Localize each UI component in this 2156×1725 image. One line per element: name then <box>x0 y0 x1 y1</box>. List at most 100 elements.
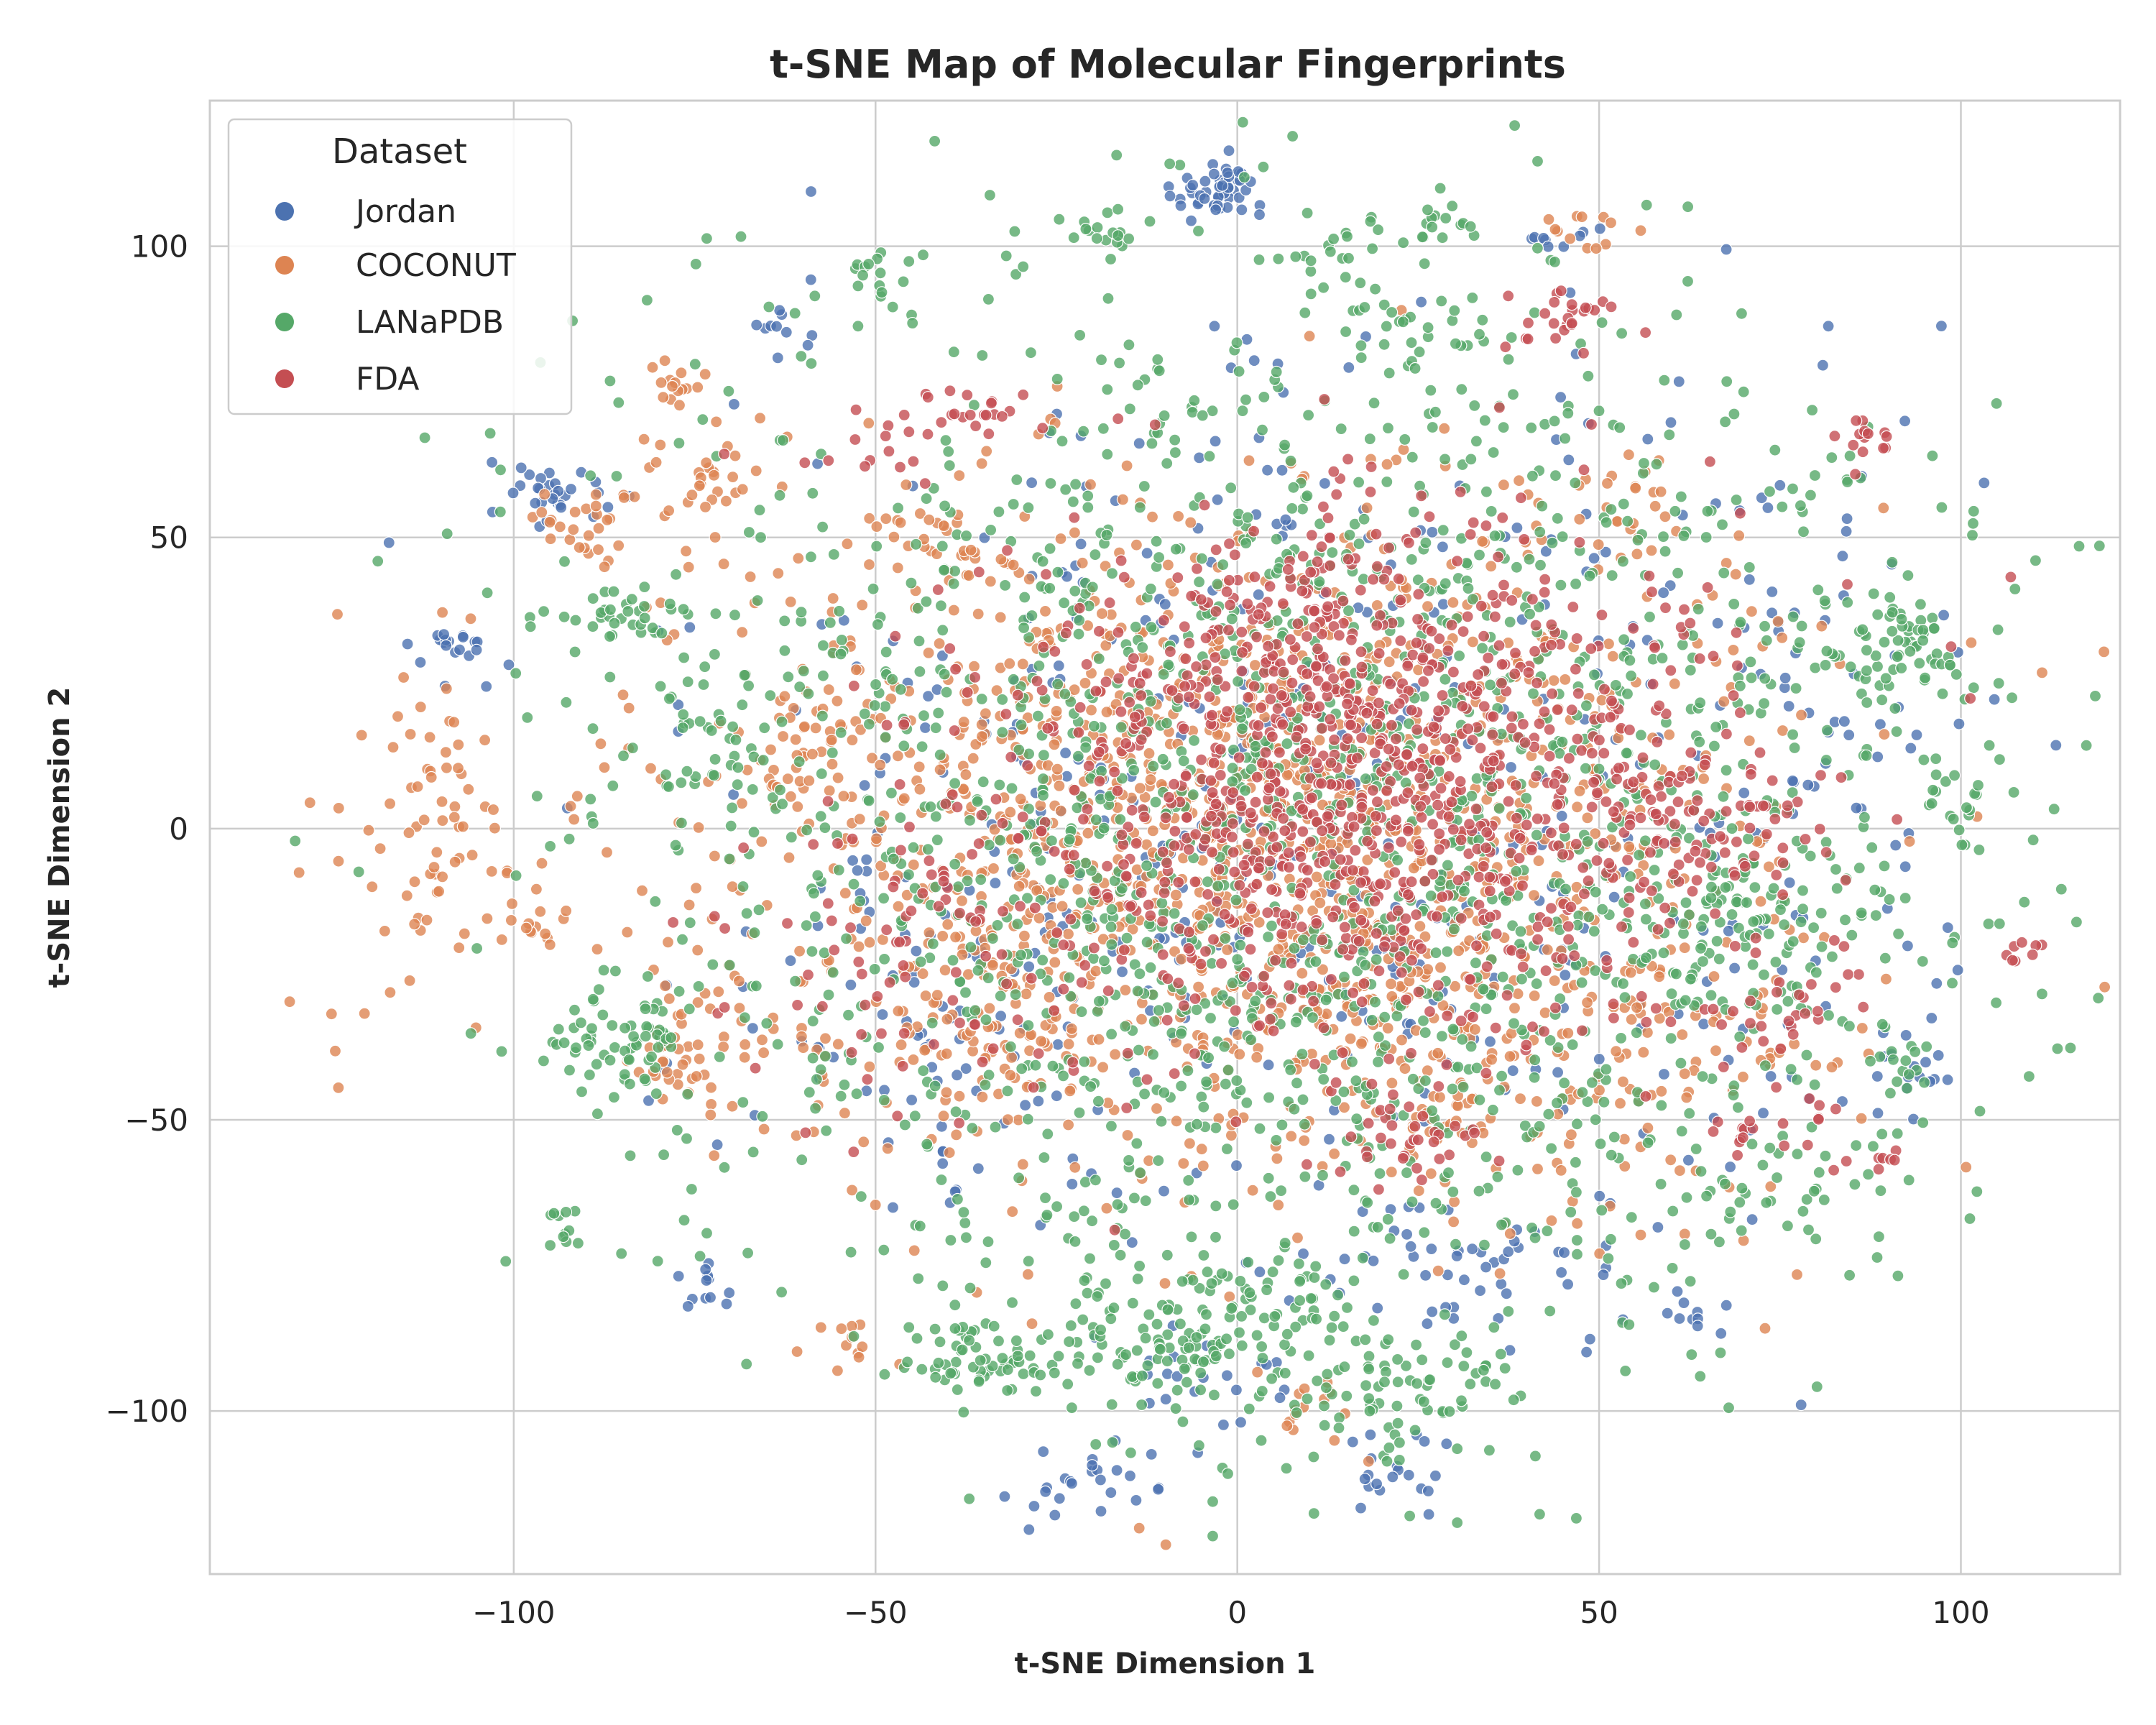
point-coconut <box>538 488 551 501</box>
point-coconut <box>1611 515 1623 528</box>
point-lanapdb <box>1675 1125 1688 1138</box>
point-lanapdb <box>1694 696 1707 709</box>
point-lanapdb <box>1531 242 1544 254</box>
point-lanapdb <box>1786 482 1800 495</box>
point-lanapdb <box>1399 433 1411 446</box>
point-jordan <box>1436 540 1450 553</box>
point-lanapdb <box>1095 354 1108 367</box>
point-lanapdb <box>742 525 756 539</box>
point-jordan <box>1358 1473 1371 1486</box>
point-lanapdb <box>2055 883 2068 896</box>
point-lanapdb <box>645 1050 658 1063</box>
point-lanapdb <box>948 777 962 790</box>
point-lanapdb <box>1359 959 1372 972</box>
point-lanapdb <box>1681 275 1695 288</box>
point-jordan <box>1421 1317 1434 1330</box>
point-jordan <box>507 487 520 500</box>
point-lanapdb <box>1056 435 1069 448</box>
point-lanapdb <box>1051 566 1064 579</box>
point-lanapdb <box>1804 489 1817 502</box>
point-coconut <box>863 936 876 949</box>
point-lanapdb <box>785 831 798 844</box>
point-jordan <box>1871 1070 1884 1083</box>
point-lanapdb <box>936 1279 949 1292</box>
point-lanapdb <box>1692 602 1705 616</box>
point-lanapdb <box>1197 1356 1210 1368</box>
point-coconut <box>1736 1070 1749 1083</box>
point-lanapdb <box>607 1090 621 1104</box>
point-lanapdb <box>1092 652 1105 666</box>
point-lanapdb <box>481 586 494 599</box>
point-lanapdb <box>1265 919 1279 932</box>
point-jordan <box>1125 1236 1138 1249</box>
point-lanapdb <box>1030 845 1044 858</box>
point-lanapdb <box>1144 961 1157 974</box>
point-lanapdb <box>1435 1029 1449 1043</box>
point-lanapdb <box>1161 457 1174 470</box>
point-coconut <box>366 880 379 893</box>
point-lanapdb <box>871 618 885 631</box>
point-lanapdb <box>1488 529 1501 543</box>
point-lanapdb <box>1365 1013 1378 1026</box>
point-lanapdb <box>1085 1215 1099 1228</box>
point-lanapdb <box>1118 1228 1132 1241</box>
point-lanapdb <box>838 1078 851 1091</box>
point-lanapdb <box>926 937 939 950</box>
point-jordan <box>1938 609 1950 622</box>
point-lanapdb <box>1068 1210 1081 1223</box>
point-lanapdb <box>1670 308 1683 321</box>
point-lanapdb <box>877 1243 890 1256</box>
point-lanapdb <box>1640 198 1653 211</box>
point-jordan <box>1480 1261 1493 1274</box>
point-lanapdb <box>1935 501 1948 514</box>
point-lanapdb <box>1356 1251 1369 1264</box>
point-lanapdb <box>1945 977 1959 990</box>
point-jordan <box>1766 607 1779 620</box>
point-lanapdb <box>1541 1224 1554 1238</box>
point-lanapdb <box>1655 1099 1668 1112</box>
point-lanapdb <box>1144 582 1157 595</box>
point-lanapdb <box>826 746 839 760</box>
point-lanapdb <box>878 700 892 713</box>
point-jordan <box>860 853 873 866</box>
point-lanapdb <box>834 1090 847 1103</box>
point-coconut <box>1654 485 1667 498</box>
point-lanapdb <box>722 385 735 397</box>
point-lanapdb <box>1620 747 1633 760</box>
point-coconut <box>423 731 436 744</box>
point-lanapdb <box>1089 1438 1102 1451</box>
point-coconut <box>1051 763 1064 776</box>
point-jordan <box>515 461 528 474</box>
point-coconut <box>1776 631 1789 645</box>
point-coconut <box>573 541 586 554</box>
point-lanapdb <box>800 919 813 932</box>
point-lanapdb <box>700 232 714 245</box>
point-coconut <box>814 1321 827 1334</box>
point-coconut <box>1664 1154 1677 1167</box>
point-lanapdb <box>1205 1276 1218 1290</box>
point-lanapdb <box>1051 678 1064 691</box>
point-lanapdb <box>1789 681 1802 695</box>
point-lanapdb <box>1266 1266 1279 1279</box>
point-lanapdb <box>796 1154 808 1167</box>
point-coconut <box>1571 801 1584 814</box>
point-jordan <box>1506 1064 1519 1077</box>
point-lanapdb <box>1525 421 1538 434</box>
point-lanapdb <box>742 679 755 692</box>
point-jordan <box>1555 1266 1568 1279</box>
point-lanapdb <box>1807 921 1820 934</box>
point-lanapdb <box>1973 843 1986 857</box>
point-coconut <box>1421 600 1434 613</box>
point-lanapdb <box>1583 911 1595 924</box>
point-lanapdb <box>1339 271 1352 284</box>
point-coconut <box>1571 1217 1584 1230</box>
point-jordan <box>959 1062 972 1075</box>
point-coconut <box>1014 793 1027 806</box>
point-coconut <box>1514 1092 1527 1105</box>
point-jordan <box>1743 573 1756 586</box>
point-lanapdb <box>1302 408 1315 422</box>
point-lanapdb <box>806 1015 819 1028</box>
point-lanapdb <box>1560 883 1572 896</box>
point-lanapdb <box>1245 1034 1258 1046</box>
point-lanapdb <box>959 1231 973 1244</box>
